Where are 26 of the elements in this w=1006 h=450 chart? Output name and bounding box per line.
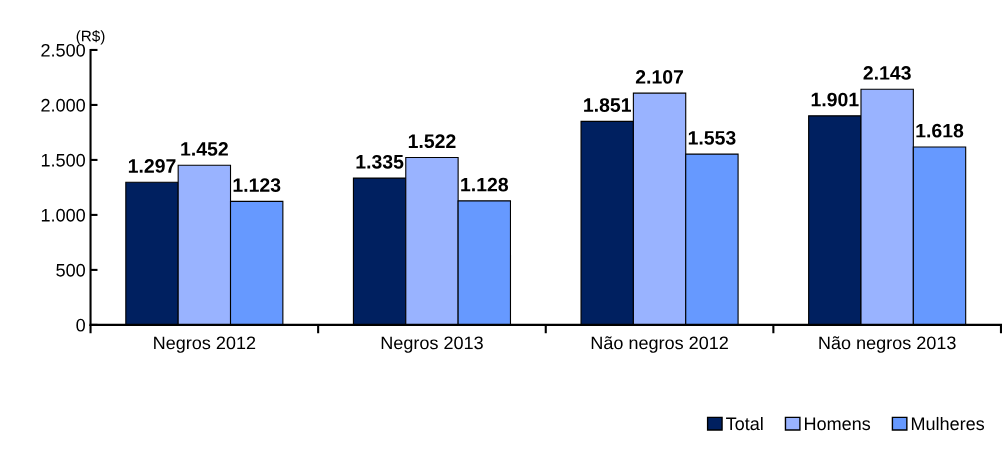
data-label: 1.123 — [233, 178, 281, 193]
y-tick-label: 500 — [56, 263, 85, 277]
data-label: 1.851 — [584, 98, 631, 112]
data-label: 2.107 — [635, 70, 684, 84]
data-label: 1.901 — [811, 92, 859, 107]
legend-label: Homens — [805, 417, 871, 431]
data-label: 1.452 — [181, 142, 228, 156]
x-tick-label: Não negros 2013 — [819, 336, 956, 353]
y-tick-label: 2.000 — [41, 98, 85, 112]
y-tick-label: 2.500 — [41, 43, 85, 57]
y-tick-label: 1.000 — [41, 208, 85, 222]
legend-label: Mulheres — [911, 416, 985, 431]
data-label: 1.522 — [408, 134, 456, 149]
x-tick-label: Negros 2012 — [154, 336, 256, 353]
legend-label: Total — [726, 416, 763, 431]
y-tick-label: 0 — [76, 318, 85, 332]
data-label: 1.618 — [916, 123, 964, 138]
data-label: 2.143 — [863, 66, 911, 80]
data-label: 1.128 — [461, 177, 509, 192]
y-tick-label: 1.500 — [41, 153, 85, 167]
data-label: 1.553 — [688, 130, 736, 145]
x-tick-label: Não negros 2012 — [591, 336, 728, 353]
y-axis-title: (R$) — [76, 29, 105, 45]
data-label: 1.297 — [128, 159, 176, 173]
x-tick-label: Negros 2013 — [381, 336, 483, 353]
data-label: 1.335 — [356, 154, 404, 169]
